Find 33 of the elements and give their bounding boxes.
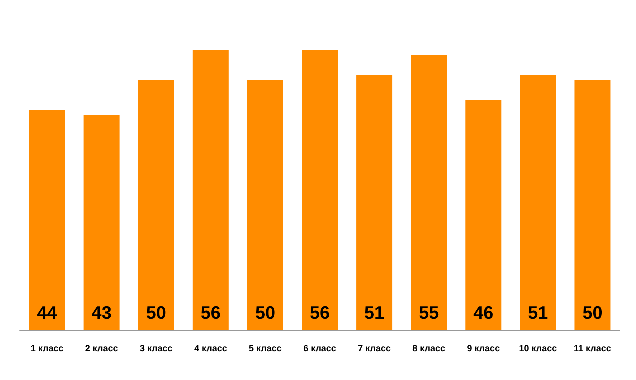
x-tick-label: 3 класс bbox=[140, 344, 173, 354]
bar bbox=[192, 50, 229, 330]
x-tick-label: 6 класс bbox=[304, 344, 336, 354]
bar bbox=[466, 100, 502, 330]
bar bbox=[84, 115, 120, 330]
x-tick-label: 1 класс bbox=[30, 344, 64, 354]
x-tick-label: 11 класс bbox=[574, 344, 612, 354]
data-label: 51 bbox=[528, 303, 548, 323]
data-label: 56 bbox=[310, 303, 330, 323]
data-label: 51 bbox=[364, 303, 385, 323]
data-label: 50 bbox=[255, 303, 276, 323]
x-tick-label: 8 класс bbox=[412, 344, 446, 354]
bar bbox=[411, 55, 448, 330]
bar bbox=[520, 75, 556, 330]
x-tick-label: 7 класс bbox=[358, 344, 391, 354]
x-tick-label: 5 класс bbox=[249, 344, 282, 354]
data-label: 43 bbox=[92, 303, 112, 323]
data-label: 50 bbox=[146, 303, 166, 323]
data-label: 50 bbox=[582, 303, 603, 323]
x-tick-label: 10 класс bbox=[519, 344, 558, 354]
x-tick-label: 4 класс bbox=[194, 344, 228, 354]
bar bbox=[29, 110, 66, 330]
data-label: 46 bbox=[474, 303, 494, 323]
data-label: 55 bbox=[419, 303, 440, 323]
data-label: 56 bbox=[200, 303, 221, 323]
bar bbox=[247, 80, 284, 330]
bar bbox=[302, 50, 338, 330]
bar bbox=[138, 80, 174, 330]
x-tick-label: 9 класс bbox=[467, 344, 500, 354]
x-tick-label: 2 класс bbox=[85, 344, 118, 354]
data-label: 44 bbox=[37, 303, 58, 323]
bar bbox=[574, 80, 611, 330]
bar bbox=[356, 75, 393, 330]
